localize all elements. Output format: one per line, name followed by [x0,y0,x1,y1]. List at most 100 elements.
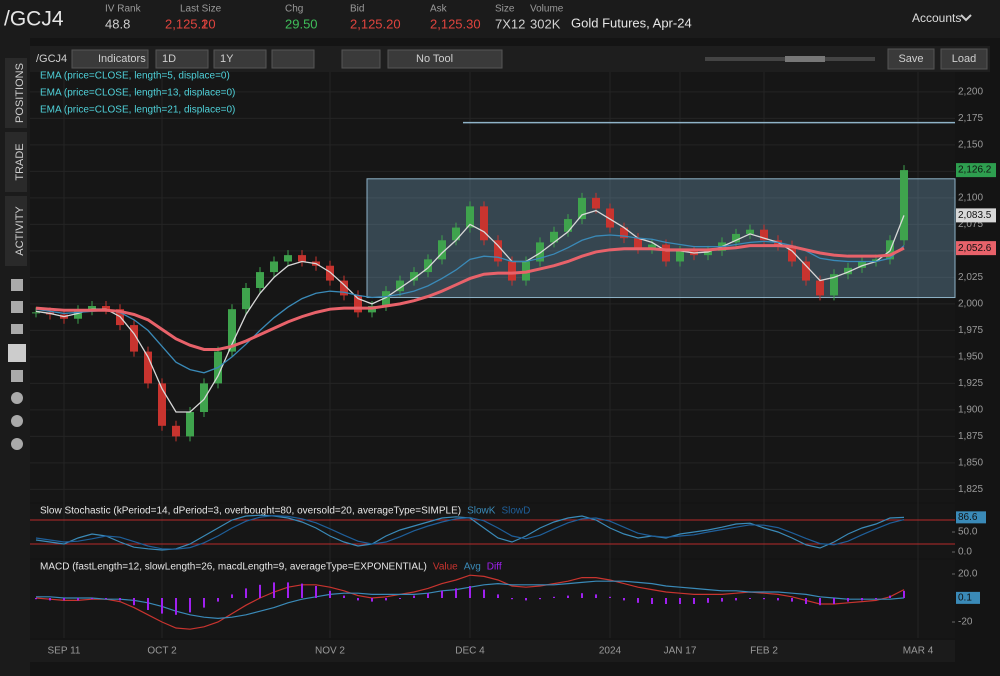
icon[interactable] [11,370,23,382]
icon[interactable] [11,324,23,334]
y-tick-label: 0.0 [958,547,972,558]
field-value: 48.8 [105,16,130,31]
symbol: /GCJ4 [4,8,64,31]
candle [830,274,838,296]
candle [634,238,642,249]
candle [102,306,110,310]
stochastic-panel [30,504,955,558]
candle [816,280,824,296]
histogram-bar [875,598,877,600]
load-label: Load [952,53,976,65]
header-bar [0,0,1000,38]
tab-activity[interactable] [5,196,27,266]
style-select[interactable] [271,49,315,69]
candle [172,425,180,437]
histogram-bar [77,598,79,601]
histogram-bar [385,598,387,601]
histogram-bar [805,598,807,604]
histogram-bar [679,598,681,604]
series-line [35,244,905,351]
histogram-bar [889,595,891,598]
y-tick-label: 2,000 [958,299,983,310]
tool-select[interactable] [387,49,503,69]
range-label: 1Y [220,53,234,65]
x-tick-label: 2024 [599,646,622,657]
load-button[interactable] [940,48,988,70]
field-value: 7X12 [495,16,525,31]
range-select[interactable] [213,49,267,69]
x-tick-label: SEP 11 [48,646,81,657]
study-label: EMA (price=CLOSE, length=5, displace=0) [40,71,230,82]
candle [872,259,880,262]
histogram-bar [35,598,37,600]
icon[interactable] [8,344,26,362]
aggregation-select[interactable] [155,49,209,69]
candle [592,197,600,209]
price-badge [956,208,996,223]
scroll-thumb[interactable] [785,56,825,62]
histogram-bar [301,583,303,598]
icon[interactable] [11,415,23,427]
y-tick-label: 1,900 [958,405,983,416]
histogram-bar [861,598,863,601]
histogram-bar [693,598,695,604]
candle [340,280,348,296]
icon[interactable] [11,392,23,404]
series-line [35,234,905,374]
indicators-button[interactable] [71,49,149,69]
sidebar-icons [8,279,26,450]
histogram-bar [833,598,835,604]
icon[interactable] [11,279,23,291]
study-label: EMA (price=CLOSE, length=21, displace=0) [40,105,235,116]
candle [746,229,754,234]
aggregation-label: 1D [162,53,176,65]
y-tick-label: 50.0 [958,527,978,538]
icon[interactable] [11,438,23,450]
candle [130,325,138,352]
tab-trade[interactable] [5,132,27,192]
histogram-bar [777,598,779,601]
histogram-bar [189,598,191,613]
candle [760,229,768,241]
field-value: 302K [530,16,561,31]
price-badge [956,163,996,178]
value-badge [956,591,980,604]
histogram-bar [791,598,793,602]
candle [578,197,586,220]
field-label: Last Size [180,4,222,15]
histogram-bar [161,598,163,614]
candle [326,265,334,281]
candle [550,231,558,243]
candle [788,245,796,262]
tab-positions[interactable] [5,58,27,128]
histogram-bar [497,594,499,598]
histogram-bar [217,598,219,602]
price-badge-label: 2,126.2 [958,165,992,176]
histogram-bar [245,588,247,598]
value-badge [956,511,986,524]
histogram-bar [749,598,751,599]
grid-select[interactable] [341,49,381,69]
candle [858,261,866,268]
icon[interactable] [11,301,23,313]
accounts[interactable]: Accounts [912,11,961,25]
histogram-bar [847,598,849,602]
legend-entry: SlowD [501,506,530,517]
candle [242,287,250,310]
candle [508,261,516,281]
save-button[interactable] [887,48,935,70]
candle [900,170,908,241]
histogram-bar [399,598,401,599]
candle [424,259,432,273]
study-title: MACD (fastLength=12, slowLength=26, macd… [40,562,427,573]
x-tick-label: NOV 2 [315,646,345,657]
y-tick-label: 2,150 [958,140,983,151]
field-label: Volume [530,4,564,15]
histogram-bar [455,588,457,598]
histogram-bar [259,584,261,598]
price-badge-label: 2,083.5 [958,210,992,221]
legend-entry: SlowK [467,506,496,517]
candle [158,383,166,426]
candle [620,227,628,239]
candle [270,261,278,273]
